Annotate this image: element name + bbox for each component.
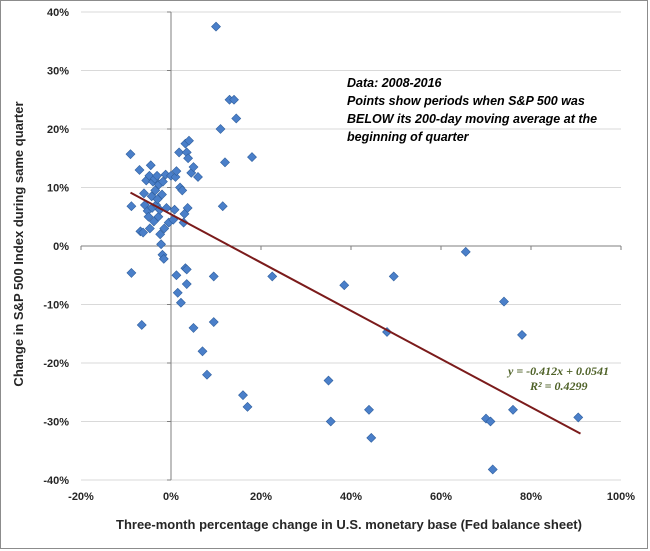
annotation-line-2: Points show periods when S&P 500 was bbox=[347, 94, 585, 108]
data-point bbox=[487, 464, 498, 475]
data-point bbox=[150, 185, 161, 196]
data-point bbox=[126, 201, 137, 212]
data-point bbox=[153, 211, 164, 222]
data-point bbox=[181, 264, 192, 275]
data-point bbox=[325, 416, 336, 427]
y-tick-label: 0% bbox=[53, 241, 69, 253]
data-point bbox=[197, 346, 208, 357]
trendline-equation: y = -0.412x + 0.0541 bbox=[506, 364, 609, 378]
data-point bbox=[193, 172, 203, 182]
x-tick-label: 0% bbox=[163, 491, 179, 503]
x-tick-label: -20% bbox=[68, 491, 94, 503]
x-tick-label: 80% bbox=[520, 491, 542, 503]
y-tick-label: -20% bbox=[43, 358, 69, 370]
data-point bbox=[364, 404, 374, 415]
trendline-r-squared: R² = 0.4299 bbox=[529, 379, 587, 393]
data-point bbox=[138, 227, 149, 238]
data-point bbox=[174, 147, 185, 158]
data-point bbox=[229, 94, 239, 105]
x-tick-label: 60% bbox=[430, 491, 452, 503]
data-point bbox=[170, 172, 181, 182]
data-point bbox=[177, 185, 188, 196]
data-point bbox=[143, 211, 154, 222]
x-axis-title: Three-month percentage change in U.S. mo… bbox=[116, 517, 582, 532]
data-point bbox=[157, 176, 168, 187]
data-point bbox=[211, 21, 221, 32]
data-point bbox=[323, 375, 334, 386]
data-point bbox=[242, 401, 253, 412]
data-point bbox=[158, 253, 169, 264]
data-point bbox=[215, 124, 226, 134]
data-point bbox=[169, 204, 180, 215]
data-point bbox=[125, 149, 136, 160]
data-point bbox=[231, 113, 242, 124]
data-point bbox=[267, 271, 278, 282]
data-point bbox=[517, 329, 527, 340]
data-point bbox=[339, 280, 350, 291]
data-point bbox=[175, 297, 186, 308]
data-point bbox=[171, 270, 182, 281]
y-tick-label: 30% bbox=[47, 66, 69, 78]
data-points bbox=[125, 21, 584, 475]
data-point bbox=[155, 229, 166, 240]
data-point bbox=[144, 223, 155, 234]
x-tick-label: 100% bbox=[607, 491, 635, 503]
data-point bbox=[238, 390, 248, 401]
data-point bbox=[126, 267, 137, 278]
data-point bbox=[247, 152, 257, 163]
y-tick-label: -30% bbox=[43, 417, 69, 429]
annotation-line-1: Data: 2008-2016 bbox=[347, 76, 443, 90]
y-tick-labels: -40% -30% -20% -10% 0% 10% 20% 30% 40% bbox=[43, 7, 69, 487]
data-point bbox=[208, 317, 219, 327]
y-axis-title: Change in S&P 500 Index during same quar… bbox=[11, 101, 26, 386]
data-point bbox=[181, 279, 192, 289]
y-tick-label: -40% bbox=[43, 475, 69, 487]
data-point bbox=[499, 296, 509, 307]
data-point bbox=[188, 322, 199, 333]
data-point bbox=[460, 246, 471, 257]
annotation-line-4: beginning of quarter bbox=[347, 130, 470, 144]
data-point bbox=[134, 165, 145, 175]
data-point bbox=[208, 271, 219, 282]
data-point bbox=[171, 166, 182, 177]
y-tick-label: 20% bbox=[47, 124, 69, 136]
data-point bbox=[182, 203, 193, 213]
data-point bbox=[159, 223, 170, 234]
data-point bbox=[139, 188, 149, 199]
y-tick-label: 10% bbox=[47, 183, 69, 195]
y-tick-label: 40% bbox=[47, 7, 69, 19]
x-tick-labels: -20% 0% 20% 40% 60% 80% 100% bbox=[68, 491, 635, 503]
data-point bbox=[145, 160, 156, 171]
data-point bbox=[217, 201, 228, 212]
y-tick-label: -10% bbox=[43, 300, 69, 312]
x-tick-label: 20% bbox=[250, 491, 272, 503]
data-point bbox=[188, 162, 199, 172]
data-point bbox=[152, 170, 162, 181]
data-point bbox=[157, 189, 167, 200]
data-point bbox=[202, 369, 212, 380]
x-tick-label: 40% bbox=[340, 491, 362, 503]
data-point bbox=[485, 416, 496, 427]
data-point bbox=[220, 157, 230, 168]
data-point bbox=[156, 239, 167, 250]
data-point bbox=[573, 412, 584, 423]
trendline bbox=[130, 191, 581, 435]
data-point bbox=[508, 404, 518, 415]
data-point bbox=[172, 287, 183, 298]
annotation-line-3: BELOW its 200-day moving average at the bbox=[347, 112, 597, 126]
data-point bbox=[388, 271, 399, 282]
data-point bbox=[184, 135, 194, 146]
data-point bbox=[183, 153, 194, 164]
data-point bbox=[136, 320, 147, 330]
data-point bbox=[366, 432, 377, 443]
